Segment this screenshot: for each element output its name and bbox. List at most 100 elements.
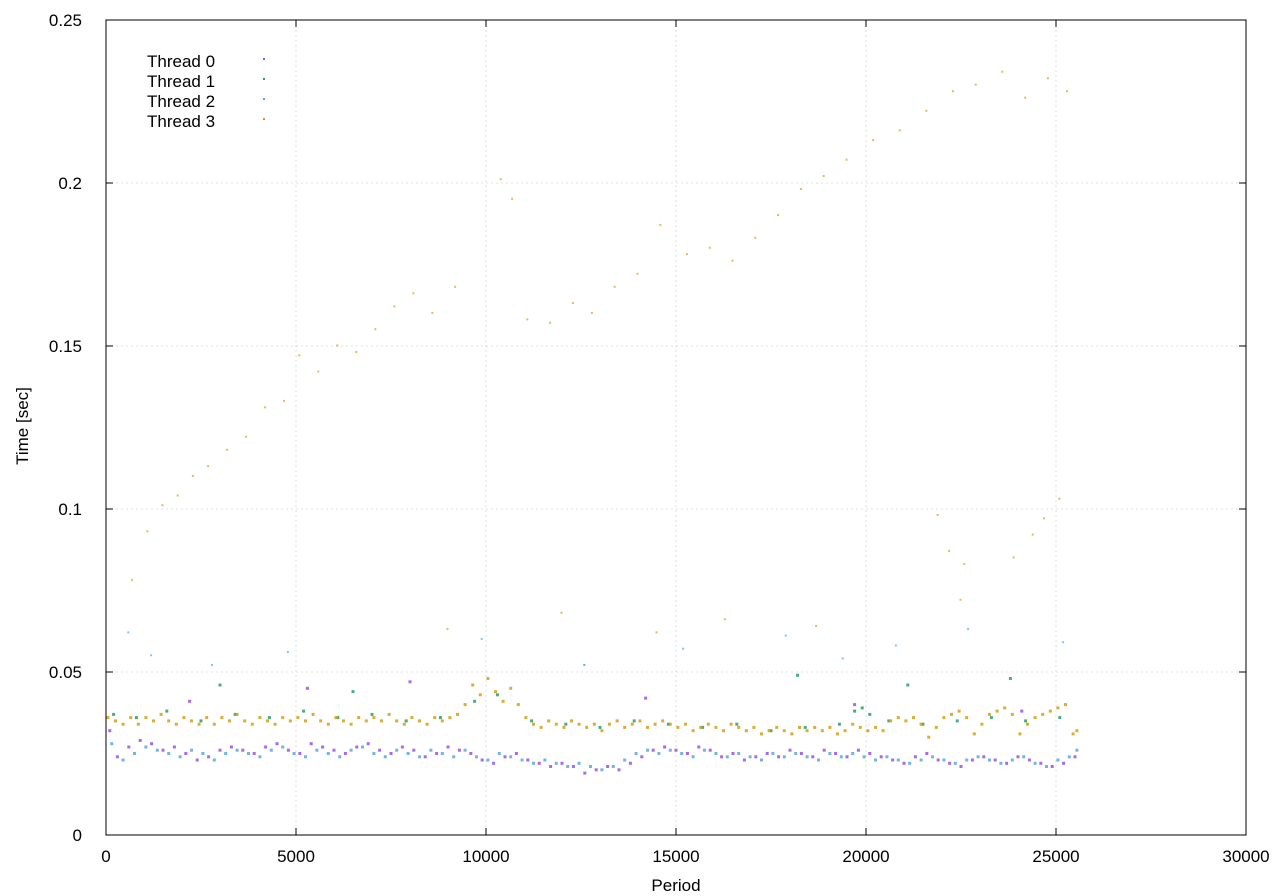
data-point (906, 683, 910, 687)
data-point (856, 748, 860, 752)
data-point (537, 761, 541, 765)
data-point (682, 647, 685, 650)
data-point (1031, 533, 1034, 536)
data-point (598, 725, 602, 729)
data-point (321, 745, 325, 749)
data-point (1010, 758, 1014, 762)
data-point (853, 703, 857, 707)
data-point (423, 755, 427, 759)
data-point (150, 742, 154, 746)
data-point (514, 752, 518, 755)
data-point (782, 755, 786, 759)
data-point (767, 729, 771, 733)
x-axis-label: Period (651, 876, 700, 895)
data-point (133, 752, 136, 755)
data-point (822, 748, 826, 752)
data-point (286, 748, 290, 752)
data-point (879, 755, 883, 759)
data-point (623, 725, 627, 729)
data-point (617, 768, 621, 772)
legend-swatch (263, 118, 265, 120)
data-point (387, 712, 391, 716)
data-point (281, 716, 285, 720)
data-point (925, 752, 929, 755)
data-point (499, 178, 502, 181)
data-point (494, 690, 497, 694)
data-point (267, 716, 271, 720)
x-tick-label: 10000 (462, 847, 509, 866)
data-point (475, 755, 478, 759)
data-point (889, 719, 893, 723)
data-point (1020, 709, 1024, 713)
data-point (676, 725, 680, 729)
data-point (161, 504, 164, 507)
data-point (304, 719, 307, 723)
data-point (1039, 761, 1043, 765)
data-point (562, 725, 566, 729)
legend-swatch (263, 98, 265, 100)
y-axis-label: Time [sec] (13, 387, 32, 465)
data-point (638, 719, 642, 723)
data-point (319, 719, 323, 723)
data-point (372, 716, 376, 720)
data-point (404, 719, 408, 723)
data-point (480, 637, 483, 640)
data-point (868, 752, 872, 755)
data-point (560, 611, 563, 614)
data-point (1056, 758, 1060, 762)
data-point (989, 716, 993, 720)
data-point (668, 748, 672, 752)
data-point (828, 725, 832, 729)
data-point (273, 722, 277, 726)
data-point (748, 755, 752, 759)
tick-labels: 0 5000 10000 15000 20000 25000 30000 0 0.05 0.1 0.… (49, 11, 1270, 866)
data-point (703, 748, 706, 752)
y-tick-label: 0.05 (49, 663, 82, 682)
data-point (129, 716, 133, 720)
data-point (283, 399, 286, 402)
data-point (106, 716, 110, 720)
data-point (275, 742, 279, 746)
data-point (720, 755, 724, 759)
data-point (235, 748, 239, 752)
data-point (839, 755, 843, 759)
data-point (845, 158, 848, 161)
data-point (674, 748, 678, 752)
data-point (361, 745, 364, 749)
data-point (577, 761, 581, 765)
data-point (948, 761, 952, 765)
data-point (799, 752, 803, 755)
data-point (146, 530, 149, 533)
data-point (355, 351, 358, 353)
data-point (784, 634, 787, 637)
data-point (526, 318, 529, 321)
data-point (372, 752, 376, 755)
data-point (925, 109, 928, 112)
data-point (205, 716, 209, 720)
data-point (1041, 712, 1045, 716)
data-point (902, 761, 906, 765)
axes (105, 19, 1247, 836)
data-point (685, 253, 688, 256)
data-point (412, 748, 416, 752)
data-point (737, 752, 741, 755)
data-point (904, 719, 908, 723)
x-tick-label: 0 (101, 847, 110, 866)
data-point (144, 716, 148, 720)
data-point (628, 761, 632, 765)
data-point (959, 765, 963, 768)
data-point (963, 562, 966, 565)
data-point (684, 722, 687, 726)
data-point (858, 725, 862, 729)
data-point (663, 745, 667, 749)
data-point (1022, 755, 1026, 759)
data-point (530, 719, 534, 723)
data-point (1005, 761, 1009, 765)
data-point (486, 758, 490, 762)
data-point (600, 729, 604, 733)
data-point (936, 514, 939, 516)
data-point (448, 716, 452, 720)
data-point (862, 755, 866, 759)
